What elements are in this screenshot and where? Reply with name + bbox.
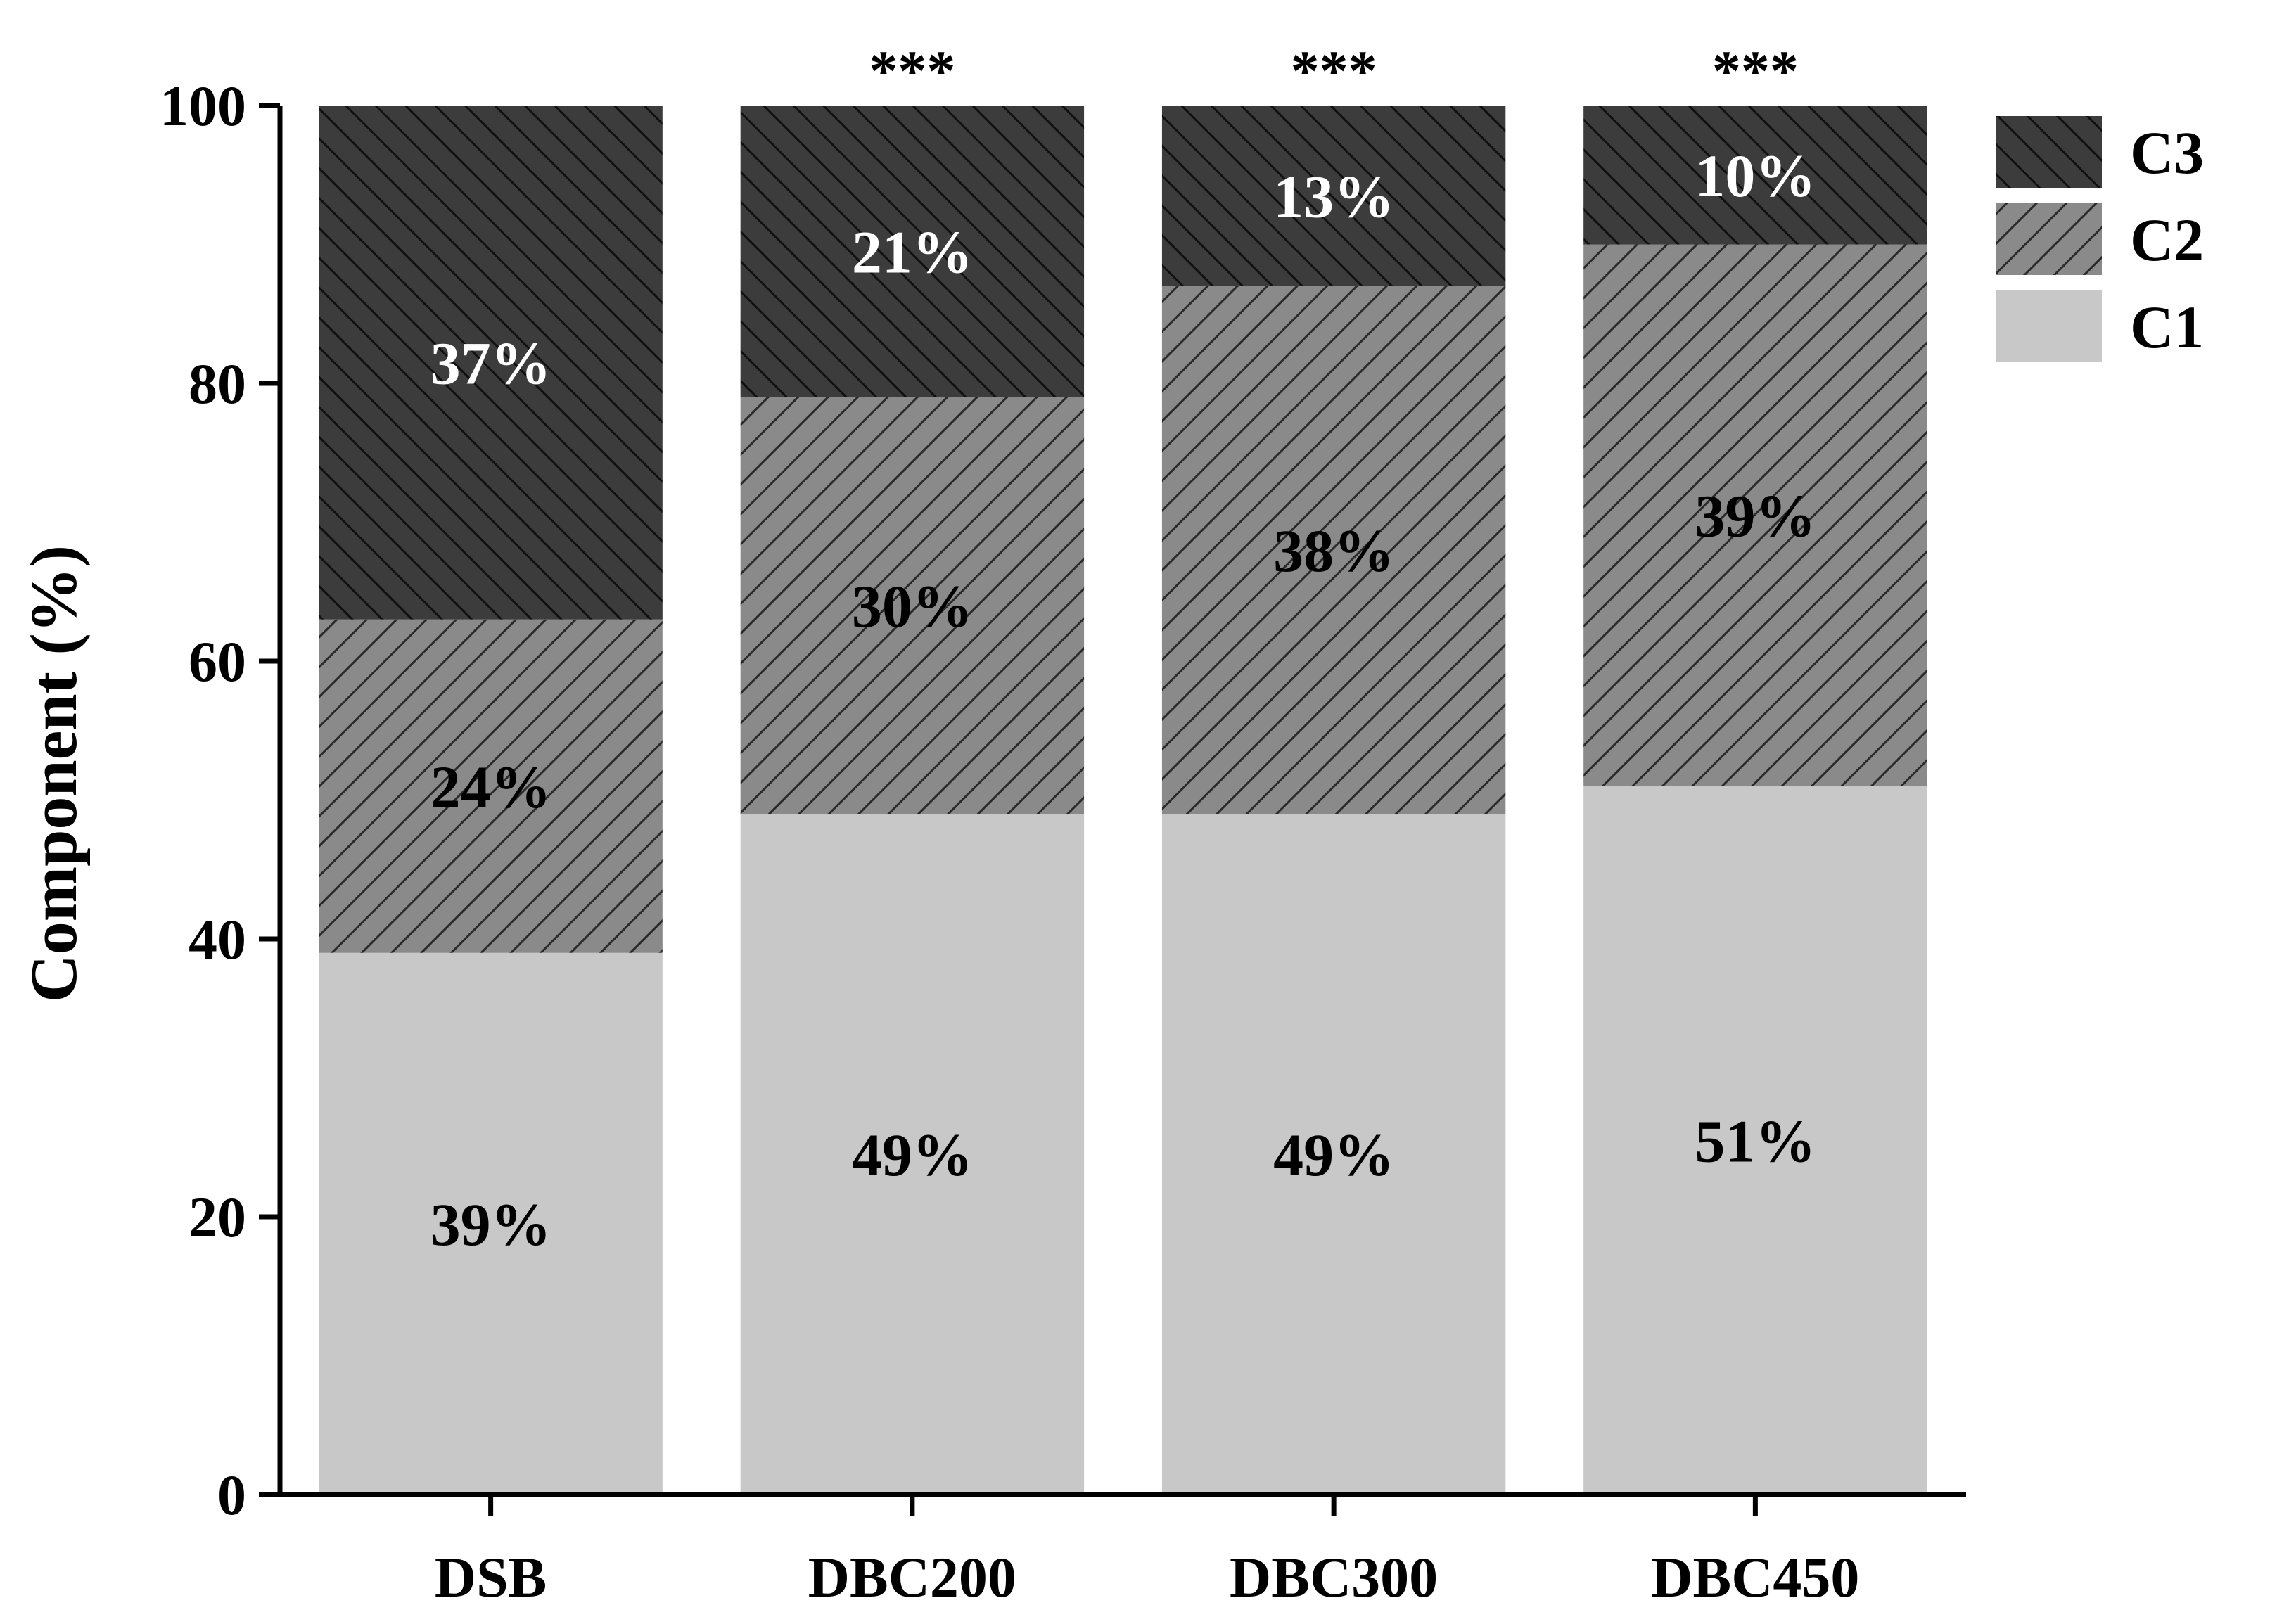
y-tick-label: 40 bbox=[189, 907, 246, 971]
x-tick-label-dbc450: DBC450 bbox=[1651, 1545, 1859, 1609]
y-tick-label: 0 bbox=[217, 1463, 246, 1527]
legend: C3 C2 C1 bbox=[1996, 116, 2204, 362]
data-label-c3-dsb: 37% bbox=[430, 329, 551, 397]
significance-label-dbc200: *** bbox=[869, 39, 955, 103]
data-label-c1-dbc450: 51% bbox=[1695, 1107, 1816, 1175]
legend-swatch-c3 bbox=[1996, 116, 2102, 188]
legend-swatch-c2 bbox=[1996, 203, 2102, 275]
x-tick-label-dbc300: DBC300 bbox=[1230, 1545, 1438, 1609]
bar-c3-dbc200 bbox=[740, 106, 1085, 397]
bar-c3-dbc450 bbox=[1583, 106, 1927, 245]
data-label-c1-dsb: 39% bbox=[430, 1191, 551, 1258]
data-label-c2-dbc300: 38% bbox=[1273, 517, 1394, 584]
y-tick-label: 60 bbox=[189, 629, 246, 693]
legend-label-c2: C2 bbox=[2130, 206, 2204, 274]
significance-label-dbc300: *** bbox=[1291, 39, 1377, 103]
bar-c2-dsb bbox=[319, 619, 663, 953]
bar-c2-dbc450 bbox=[1583, 244, 1927, 786]
bar-c3-dbc300 bbox=[1161, 106, 1506, 286]
segment-labels-group: 39% 24% 37% 49% 30% 21% 49% 38% 13% 51% 39% 10% bbox=[430, 142, 1816, 1258]
x-tick-label-dbc200: DBC200 bbox=[808, 1545, 1016, 1609]
y-tick-label: 80 bbox=[189, 352, 246, 416]
x-ticks-group: DSB DBC200 DBC300 DBC450 bbox=[435, 1495, 1859, 1609]
data-label-c3-dbc300: 13% bbox=[1273, 162, 1394, 230]
x-tick-label-dsb: DSB bbox=[435, 1545, 547, 1609]
significance-label-dbc450: *** bbox=[1712, 39, 1799, 103]
data-label-c2-dbc200: 30% bbox=[852, 573, 973, 640]
data-label-c3-dbc200: 21% bbox=[852, 218, 973, 286]
y-tick-label: 100 bbox=[160, 74, 246, 138]
bar-c1-dbc300 bbox=[1161, 814, 1506, 1495]
bar-c1-dsb bbox=[319, 952, 663, 1495]
bar-c1-dbc450 bbox=[1583, 786, 1927, 1495]
data-label-c1-dbc300: 49% bbox=[1273, 1121, 1394, 1189]
y-axis-title: Component (%) bbox=[18, 545, 91, 1002]
bar-c1-dbc200 bbox=[740, 814, 1085, 1495]
axes: 0 20 40 60 80 100 DSB DBC200 DBC300 DBC450 bbox=[160, 74, 1966, 1609]
data-label-c2-dbc450: 39% bbox=[1695, 482, 1816, 550]
legend-label-c3: C3 bbox=[2130, 119, 2204, 186]
data-label-c1-dbc200: 49% bbox=[852, 1121, 973, 1189]
data-label-c2-dsb: 24% bbox=[430, 753, 551, 821]
data-label-c3-dbc450: 10% bbox=[1695, 142, 1816, 210]
bar-c3-dsb bbox=[319, 106, 663, 620]
y-ticks-group: 0 20 40 60 80 100 bbox=[160, 74, 280, 1527]
bars-group bbox=[319, 106, 1927, 1495]
bar-c2-dbc300 bbox=[1161, 286, 1506, 814]
significance-labels-group: *** *** *** bbox=[869, 39, 1799, 103]
legend-label-c1: C1 bbox=[2130, 293, 2204, 361]
legend-swatch-c1 bbox=[1996, 290, 2102, 362]
y-tick-label: 20 bbox=[189, 1185, 246, 1249]
bar-c2-dbc200 bbox=[740, 397, 1085, 814]
